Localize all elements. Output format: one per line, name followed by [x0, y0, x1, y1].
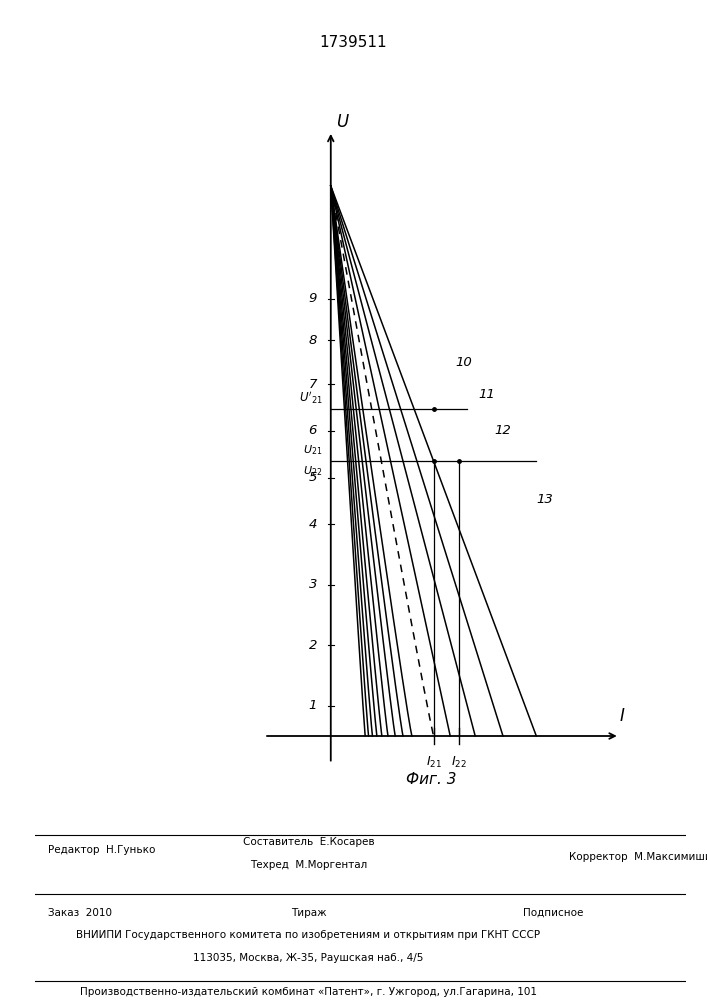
Text: U: U: [337, 113, 349, 131]
Text: 1: 1: [308, 699, 317, 712]
Text: 6: 6: [308, 424, 317, 437]
Text: $U'_{21}$: $U'_{21}$: [298, 389, 322, 406]
Text: $U_{21}$: $U_{21}$: [303, 443, 322, 457]
Text: 7: 7: [308, 377, 317, 390]
Text: 12: 12: [495, 424, 511, 437]
Text: 113035, Москва, Ж-35, Раушская наб., 4/5: 113035, Москва, Ж-35, Раушская наб., 4/5: [193, 953, 423, 963]
Text: 8: 8: [308, 334, 317, 347]
Text: I: I: [619, 707, 624, 725]
Text: Фиг. 3: Фиг. 3: [406, 772, 456, 787]
Text: Составитель  Е.Косарев: Составитель Е.Косарев: [243, 837, 374, 847]
Text: Корректор  М.Максимишинец: Корректор М.Максимишинец: [568, 852, 707, 862]
Text: 2: 2: [308, 639, 317, 652]
Text: Подписное: Подписное: [523, 908, 583, 918]
Text: 9: 9: [308, 292, 317, 305]
Text: $U_{22}$: $U_{22}$: [303, 464, 322, 478]
Text: 11: 11: [478, 388, 495, 401]
Text: 1739511: 1739511: [320, 35, 387, 50]
Text: 10: 10: [456, 356, 472, 368]
Text: $I_{22}$: $I_{22}$: [450, 755, 467, 770]
Text: Производственно-издательский комбинат «Патент», г. Ужгород, ул.Гагарина, 101: Производственно-издательский комбинат «П…: [80, 987, 537, 997]
Text: Редактор  Н.Гунько: Редактор Н.Гунько: [48, 845, 156, 855]
Text: $I_{21}$: $I_{21}$: [426, 755, 442, 770]
Text: 5: 5: [308, 471, 317, 484]
Text: 13: 13: [537, 493, 553, 506]
Text: ВНИИПИ Государственного комитета по изобретениям и открытиям при ГКНТ СССР: ВНИИПИ Государственного комитета по изоб…: [76, 930, 541, 940]
Text: Тираж: Тираж: [291, 908, 327, 918]
Text: Заказ  2010: Заказ 2010: [48, 908, 112, 918]
Text: 3: 3: [308, 578, 317, 591]
Text: Техред  М.Моргентал: Техред М.Моргентал: [250, 860, 367, 870]
Text: 4: 4: [308, 518, 317, 531]
